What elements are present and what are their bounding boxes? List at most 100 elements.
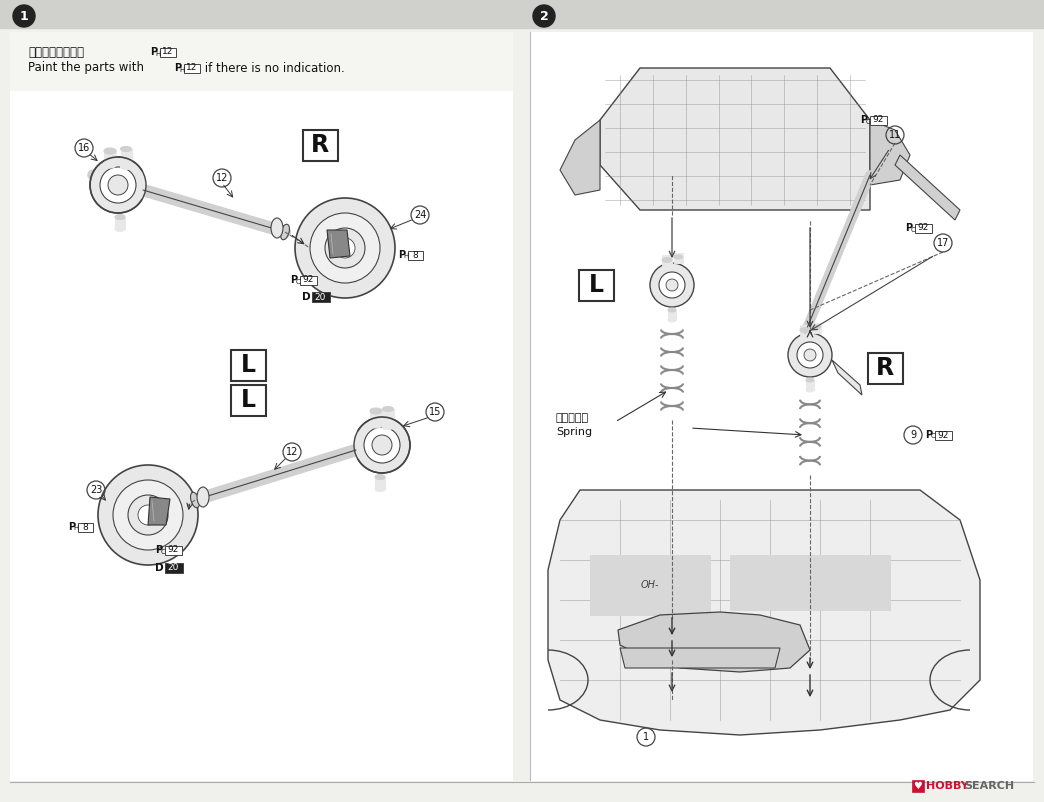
Bar	[662, 255, 672, 265]
Ellipse shape	[382, 407, 394, 411]
FancyBboxPatch shape	[165, 545, 182, 554]
Bar	[10, 32, 512, 780]
Bar	[115, 217, 125, 229]
Text: 1: 1	[643, 732, 649, 742]
Text: R: R	[311, 133, 329, 157]
FancyBboxPatch shape	[184, 63, 199, 72]
FancyBboxPatch shape	[165, 563, 183, 573]
Ellipse shape	[662, 257, 672, 262]
FancyBboxPatch shape	[311, 292, 330, 302]
Polygon shape	[895, 155, 960, 220]
Text: R: R	[876, 356, 894, 380]
Text: 8: 8	[412, 250, 418, 260]
Text: D: D	[302, 292, 311, 302]
Text: 指示の無い部分は: 指示の無い部分は	[28, 46, 84, 59]
Bar	[382, 409, 394, 427]
Text: 23: 23	[90, 485, 102, 495]
FancyBboxPatch shape	[231, 350, 265, 380]
Text: H: H	[156, 51, 161, 56]
Text: 20: 20	[168, 564, 180, 573]
Circle shape	[364, 427, 400, 463]
Circle shape	[310, 213, 380, 283]
Ellipse shape	[197, 487, 209, 507]
Polygon shape	[327, 230, 350, 258]
Bar	[806, 380, 814, 390]
Text: 12: 12	[186, 63, 197, 72]
Circle shape	[98, 465, 198, 565]
FancyBboxPatch shape	[934, 431, 951, 439]
Bar	[730, 555, 889, 610]
Polygon shape	[618, 612, 810, 672]
Bar	[668, 310, 677, 320]
Text: H: H	[73, 525, 78, 532]
Text: 2: 2	[540, 10, 548, 22]
Bar	[375, 477, 385, 489]
FancyBboxPatch shape	[407, 250, 423, 260]
Bar	[370, 411, 382, 425]
Text: P: P	[905, 223, 912, 233]
Ellipse shape	[115, 214, 125, 220]
Text: 92: 92	[167, 545, 179, 554]
FancyBboxPatch shape	[578, 269, 614, 301]
Text: 8: 8	[82, 522, 88, 532]
Text: Paint the parts with: Paint the parts with	[28, 62, 148, 75]
Circle shape	[804, 349, 816, 361]
Ellipse shape	[806, 378, 814, 382]
Text: 12: 12	[286, 447, 299, 457]
Circle shape	[788, 333, 832, 377]
Polygon shape	[548, 490, 980, 735]
Bar	[120, 149, 132, 167]
FancyBboxPatch shape	[870, 115, 886, 124]
Text: 1: 1	[20, 10, 28, 22]
FancyBboxPatch shape	[77, 522, 93, 532]
Ellipse shape	[668, 308, 677, 312]
Text: P: P	[174, 63, 181, 73]
Ellipse shape	[382, 424, 394, 430]
Circle shape	[100, 167, 136, 203]
Text: 92: 92	[873, 115, 883, 124]
Circle shape	[533, 5, 555, 27]
Ellipse shape	[806, 388, 814, 392]
Text: C: C	[930, 434, 935, 439]
Text: SEARCH: SEARCH	[964, 781, 1014, 791]
Bar	[811, 323, 821, 333]
Ellipse shape	[104, 162, 116, 168]
Ellipse shape	[370, 408, 382, 414]
Circle shape	[650, 263, 694, 307]
Text: P: P	[68, 522, 75, 532]
Text: 92: 92	[918, 224, 929, 233]
Text: 16: 16	[78, 143, 90, 153]
Text: 11: 11	[888, 130, 901, 140]
Text: 17: 17	[936, 238, 949, 248]
Ellipse shape	[281, 225, 289, 240]
Circle shape	[354, 417, 410, 473]
Text: 20: 20	[315, 293, 326, 302]
Text: スプリング: スプリング	[556, 413, 589, 423]
Circle shape	[659, 272, 685, 298]
FancyBboxPatch shape	[300, 276, 316, 285]
Circle shape	[138, 505, 158, 525]
Ellipse shape	[673, 255, 683, 259]
FancyBboxPatch shape	[160, 47, 175, 56]
FancyBboxPatch shape	[915, 224, 931, 233]
Text: ♥: ♥	[914, 781, 923, 791]
Text: L: L	[240, 388, 256, 412]
FancyBboxPatch shape	[303, 129, 337, 160]
Circle shape	[666, 279, 678, 291]
Polygon shape	[148, 497, 170, 525]
Circle shape	[797, 342, 823, 368]
Polygon shape	[560, 120, 600, 195]
Circle shape	[295, 198, 395, 298]
Text: 15: 15	[429, 407, 442, 417]
Text: 92: 92	[303, 276, 313, 285]
Ellipse shape	[800, 327, 810, 333]
Text: OH-: OH-	[641, 580, 659, 590]
Text: C: C	[865, 119, 871, 124]
Ellipse shape	[115, 226, 125, 232]
Text: P: P	[925, 430, 932, 440]
Text: HOBBY: HOBBY	[926, 781, 969, 791]
Text: P: P	[290, 275, 298, 285]
Circle shape	[335, 238, 355, 258]
Circle shape	[113, 480, 183, 550]
FancyBboxPatch shape	[868, 353, 902, 383]
